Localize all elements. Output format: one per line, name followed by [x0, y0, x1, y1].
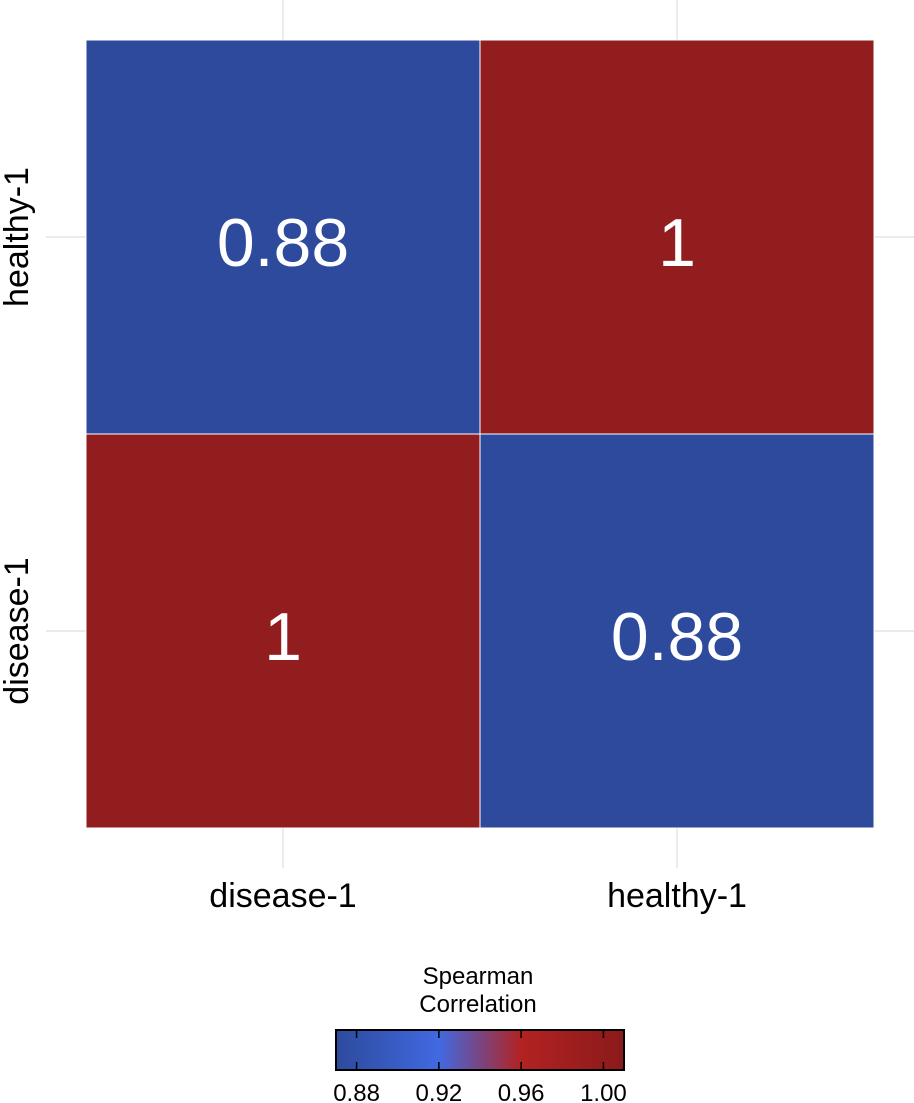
- heatmap-cell: [85, 39, 481, 435]
- colorbar: [335, 1029, 625, 1071]
- x-tick-label: healthy-1: [607, 877, 747, 915]
- legend-title: Correlation: [419, 991, 536, 1018]
- colorbar-tick-label: 0.88: [333, 1080, 380, 1103]
- cell-value-label: 1: [264, 599, 302, 675]
- cell-value-label: 0.88: [217, 205, 349, 281]
- heatmap-cell: [85, 433, 481, 829]
- heatmap-cell: [479, 39, 875, 435]
- y-tick-label: healthy-1: [0, 167, 36, 307]
- colorbar-tick-label: 0.92: [415, 1080, 462, 1103]
- y-tick-label: disease-1: [0, 557, 36, 704]
- colorbar-tick-label: 1.00: [580, 1080, 627, 1103]
- legend-title: Spearman: [423, 963, 534, 990]
- colorbar-tick-label: 0.96: [498, 1080, 545, 1103]
- cell-value-label: 1: [658, 205, 696, 281]
- cell-value-label: 0.88: [611, 599, 743, 675]
- x-axis-tick-labels: disease-1 healthy-1: [209, 877, 747, 915]
- heatmap-cell: [479, 433, 875, 829]
- y-axis-tick-labels: disease-1 healthy-1: [0, 167, 36, 705]
- x-tick-label: disease-1: [209, 877, 356, 915]
- heatmap-cells: 1 0.88 0.88 1: [85, 39, 875, 829]
